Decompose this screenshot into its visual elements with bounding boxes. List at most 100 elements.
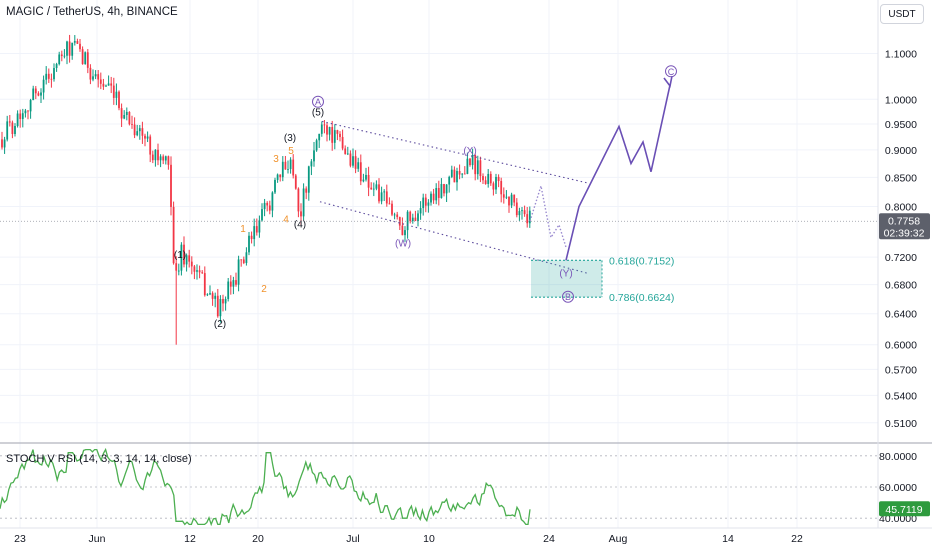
fib-label: 0.618(0.7152) xyxy=(609,255,674,267)
candle-body xyxy=(422,197,425,209)
candle-body xyxy=(456,170,458,183)
candle-body xyxy=(284,161,287,170)
candle-body xyxy=(206,294,209,296)
candle-body xyxy=(346,153,349,155)
candle-body xyxy=(450,169,453,177)
wave-label: (Y) xyxy=(559,269,572,280)
candle-body xyxy=(79,43,81,50)
price-tick-label: 0.8500 xyxy=(885,172,917,184)
time-tick-label: Jun xyxy=(89,533,106,545)
candle-body xyxy=(479,160,482,177)
time-tick-label: 20 xyxy=(252,533,264,545)
price-tick-label: 0.5400 xyxy=(885,390,917,402)
projection-path xyxy=(565,84,671,261)
candle-body xyxy=(107,83,110,86)
price-tick-label: 1.0000 xyxy=(885,94,917,106)
projection-dotted xyxy=(529,185,567,248)
candle-body xyxy=(487,173,490,184)
candle-body xyxy=(188,255,191,262)
candle-body xyxy=(242,259,245,263)
price-tick-label: 0.6800 xyxy=(885,280,917,292)
candle-body xyxy=(336,130,339,134)
candle-body xyxy=(131,124,133,125)
wave-circle-label: A xyxy=(315,97,321,107)
candle-body xyxy=(375,184,378,189)
candle-body xyxy=(8,121,11,123)
price-tick-label: 0.6000 xyxy=(885,340,917,352)
candle-body xyxy=(302,188,305,217)
candle-body xyxy=(492,183,495,190)
price-axis[interactable]: 1.1000 1.0000 0.9500 0.9000 0.8500 0.8000 0.72… xyxy=(0,49,930,430)
candle-body xyxy=(463,173,466,175)
candle-body xyxy=(268,205,271,211)
candle-body xyxy=(245,252,248,263)
candle-body xyxy=(419,208,422,214)
candle-body xyxy=(396,214,399,218)
candle-body xyxy=(190,261,193,267)
candle-body xyxy=(157,149,159,161)
candle-body xyxy=(515,202,518,216)
candle-body xyxy=(466,158,469,174)
candle-body xyxy=(118,91,120,109)
candle-body xyxy=(294,175,297,189)
price-tick-label: 0.5100 xyxy=(885,418,917,430)
candle-body xyxy=(214,295,217,299)
candle-body xyxy=(391,203,393,215)
candle-body xyxy=(86,52,89,68)
candle-body xyxy=(365,174,367,180)
wave-circle xyxy=(312,95,324,108)
candle-body xyxy=(305,188,308,193)
candle-body xyxy=(136,131,139,136)
candle-body xyxy=(471,154,474,166)
candle-body xyxy=(427,202,430,206)
candle-body xyxy=(458,170,461,175)
candle-body xyxy=(24,110,27,114)
candle-body xyxy=(323,124,326,126)
candle-body xyxy=(128,111,131,125)
candle-body xyxy=(34,88,37,94)
candle-body xyxy=(16,113,19,127)
candle-body xyxy=(310,161,313,167)
candle-body xyxy=(300,211,302,217)
candle-body xyxy=(66,41,68,56)
candle-body xyxy=(203,273,206,296)
time-tick-label: 10 xyxy=(423,533,435,545)
time-axis[interactable]: 23 Jun 12 20 Jul 10 24 Aug 14 22 xyxy=(14,533,803,545)
candle-body xyxy=(437,188,440,198)
candle-body xyxy=(289,159,292,170)
rsi-line xyxy=(0,447,531,527)
candle-body xyxy=(339,133,341,137)
candle-body xyxy=(359,162,362,182)
last-price-badge xyxy=(879,213,930,240)
candle-body xyxy=(58,54,61,65)
candle-body xyxy=(224,298,227,304)
time-tick-label: 22 xyxy=(791,533,803,545)
price-tick-label: 0.5700 xyxy=(885,364,917,376)
candle-body xyxy=(349,153,352,166)
wave-label: 3 xyxy=(273,154,279,165)
candle-body xyxy=(331,127,334,143)
candle-body xyxy=(81,49,84,65)
candle-body xyxy=(523,210,526,215)
candle-body xyxy=(94,74,97,77)
candle-body xyxy=(372,188,375,190)
candle-body xyxy=(201,272,204,274)
candle-body xyxy=(149,136,152,155)
time-tick-label: Aug xyxy=(609,533,628,545)
candle-body xyxy=(133,124,136,136)
currency-button[interactable]: USDT xyxy=(880,4,924,24)
candle-body xyxy=(29,100,32,112)
rsi-last-label: 45.7119 xyxy=(885,504,922,516)
candle-body xyxy=(352,156,354,166)
candle-body xyxy=(123,115,126,119)
candle-body xyxy=(175,263,178,271)
candle-body xyxy=(27,110,29,112)
candle-body xyxy=(276,174,279,180)
candle-body xyxy=(250,235,253,240)
candle-body xyxy=(73,41,76,43)
candle-body xyxy=(341,136,344,149)
candle-body xyxy=(333,130,336,143)
candle-body xyxy=(32,88,35,101)
